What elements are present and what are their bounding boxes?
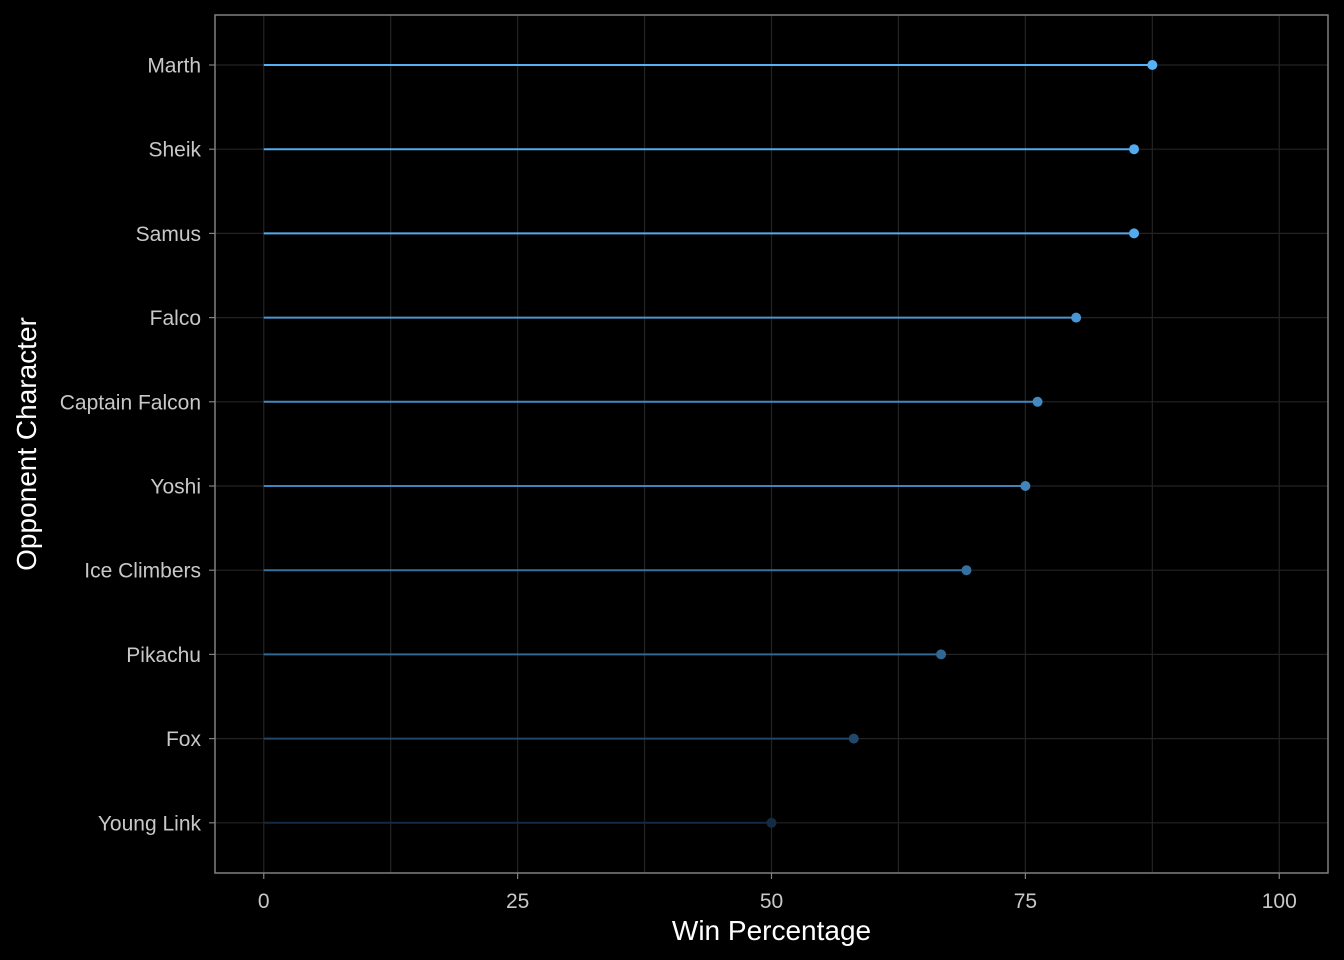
- y-tick-label: Pikachu: [126, 644, 201, 667]
- point-fox: [848, 733, 859, 744]
- x-tick-label: 0: [258, 890, 270, 913]
- y-tick-label: Samus: [136, 223, 201, 246]
- y-axis-title: Opponent Character: [11, 317, 42, 571]
- point-marth: [1147, 60, 1158, 70]
- x-axis-ticks: 0 25 50 75 100: [258, 873, 1297, 913]
- point-captain-falcon: [1032, 396, 1043, 407]
- x-axis-title: Win Percentage: [672, 915, 871, 946]
- lollipop-stems: [263, 64, 1153, 824]
- x-tick-label: 100: [1262, 890, 1297, 913]
- y-tick-label: Young Link: [98, 812, 202, 835]
- y-axis-ticks: Marth Sheik Samus Falco Captain Falcon Yoshi I…: [60, 55, 215, 835]
- point-samus: [1129, 228, 1140, 239]
- lollipop-points: [766, 60, 1158, 828]
- y-tick-label: Yoshi: [150, 476, 201, 499]
- y-tick-label: Fox: [166, 728, 202, 751]
- x-tick-label: 50: [760, 890, 783, 913]
- grid-lines: [215, 15, 1328, 873]
- point-yoshi: [1020, 481, 1031, 491]
- x-tick-label: 75: [1014, 890, 1037, 913]
- y-tick-label: Falco: [150, 307, 201, 330]
- point-young-link: [766, 817, 777, 828]
- point-sheik: [1129, 144, 1140, 155]
- point-ice-climbers: [961, 565, 972, 576]
- y-tick-label: Captain Falcon: [60, 391, 201, 414]
- y-tick-label: Sheik: [148, 139, 201, 162]
- point-falco: [1071, 312, 1082, 323]
- point-pikachu: [936, 649, 947, 660]
- y-tick-label: Marth: [147, 55, 201, 78]
- x-tick-label: 25: [506, 890, 529, 913]
- y-tick-label: Ice Climbers: [84, 560, 201, 583]
